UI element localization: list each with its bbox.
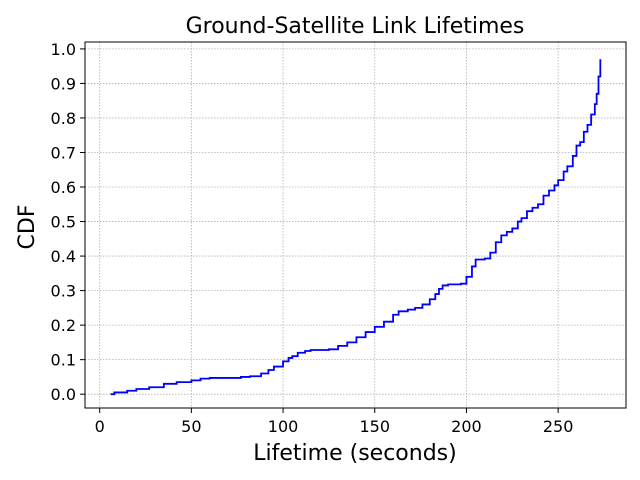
x-axis-label: Lifetime (seconds) xyxy=(253,441,456,466)
y-tick-label: 0.0 xyxy=(51,385,76,404)
y-tick-label: 0.9 xyxy=(51,74,76,93)
axes-frame xyxy=(84,41,627,409)
y-axis-label: CDF xyxy=(15,205,40,250)
y-tick-label: 0.5 xyxy=(51,213,76,232)
ticks: 0 50 100 150 200 250 0.0 0.1 0.2 0.3 0.4 0.5 0.6 0.7 0… xyxy=(51,40,574,436)
y-tick-label: 0.2 xyxy=(51,316,76,335)
x-tick-label: 200 xyxy=(451,417,482,436)
cdf-series-line xyxy=(110,59,602,396)
grid xyxy=(85,42,626,408)
y-tick-label: 1.0 xyxy=(51,40,76,59)
y-tick-label: 0.3 xyxy=(51,282,76,301)
x-tick-label: 250 xyxy=(543,417,574,436)
y-tick-label: 0.4 xyxy=(51,247,76,266)
y-tick-label: 0.1 xyxy=(51,351,76,370)
x-tick-label: 150 xyxy=(359,417,390,436)
x-tick-label: 0 xyxy=(95,417,105,436)
y-tick-label: 0.8 xyxy=(51,109,76,128)
y-tick-label: 0.6 xyxy=(51,178,76,197)
x-tick-label: 100 xyxy=(268,417,299,436)
chart-title: Ground-Satellite Link Lifetimes xyxy=(186,14,525,39)
plot-area xyxy=(110,59,602,396)
y-tick-label: 0.7 xyxy=(51,143,76,162)
x-tick-label: 50 xyxy=(181,417,201,436)
